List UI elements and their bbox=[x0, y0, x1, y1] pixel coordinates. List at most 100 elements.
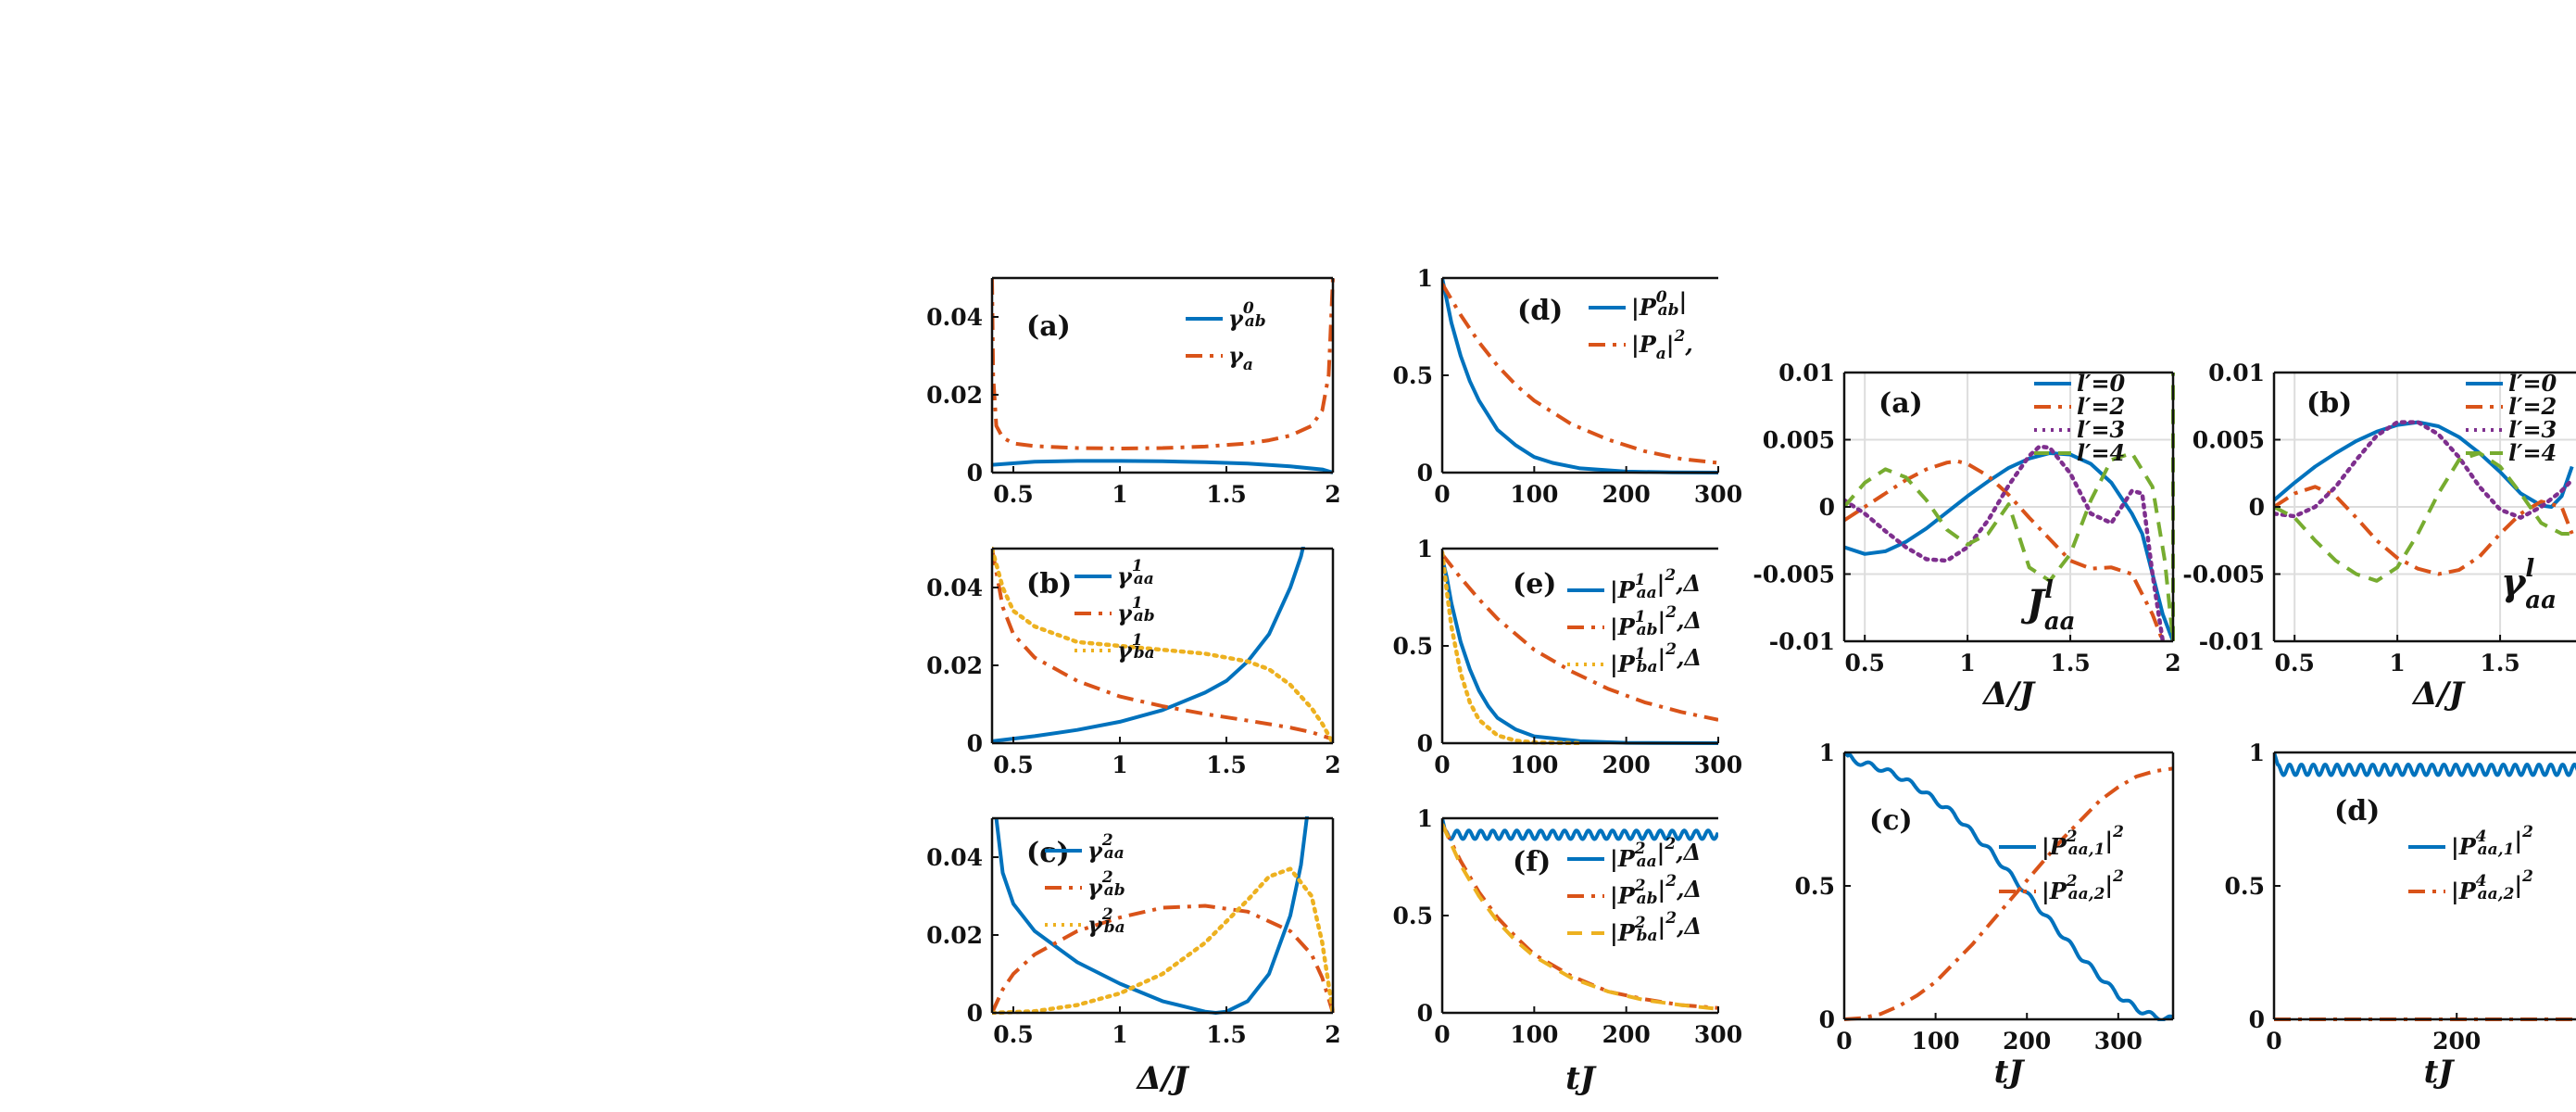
panel-L-b: 0.5 1 1.5 2 0 0.02 0.04 (b) γ1 aa γ1 ab γ1 ba bbox=[926, 547, 1341, 778]
y-tick-label: 0.005 bbox=[2193, 427, 2265, 454]
legend-entry: l′=3 bbox=[2508, 416, 2557, 443]
x-tick-label: 200 bbox=[2003, 1028, 2051, 1055]
series-line-2 bbox=[992, 548, 1334, 741]
x-tick-label: 1 bbox=[1959, 650, 1975, 676]
x-axis-label: Δ/J bbox=[1981, 676, 2036, 713]
panel-label: (a) bbox=[1879, 387, 1923, 420]
x-tick-label: 100 bbox=[1510, 752, 1558, 778]
series-line-1 bbox=[2274, 752, 2576, 777]
legend: l′=0l′=2l′=3l′=4 bbox=[2466, 370, 2557, 466]
series-line-1 bbox=[1442, 558, 1718, 745]
legend: |P2 aa,1|2 |P2 aa,2|2 bbox=[1999, 823, 2124, 904]
x-tick-label: 200 bbox=[1602, 752, 1651, 778]
y-tick-label: 0 bbox=[2249, 1006, 2265, 1033]
x-tick-label: 200 bbox=[2432, 1028, 2481, 1055]
legend-entry: |P0 ab| bbox=[1631, 287, 1687, 321]
x-tick-label: 0.5 bbox=[1844, 650, 1885, 676]
x-axis-label: Δ/J bbox=[2411, 676, 2466, 713]
x-tick-label: 0 bbox=[2266, 1028, 2281, 1055]
legend-entry: γ2 ab bbox=[1087, 868, 1125, 901]
legend-entry: l′=4 bbox=[2077, 439, 2125, 466]
series-line-1 bbox=[992, 459, 1334, 474]
series-line-3 bbox=[992, 547, 1335, 745]
y-tick-label: 0 bbox=[1819, 1006, 1835, 1033]
y-tick-label: 0.5 bbox=[2225, 873, 2266, 900]
y-tick-label: 0.01 bbox=[2208, 360, 2265, 386]
x-tick-label: 0.5 bbox=[993, 752, 1034, 778]
panel-R-b: 0.5 1 1.5-0.01-0.00500.0050.01(b)Δ/Jl′=0l′… bbox=[2182, 360, 2576, 713]
panel-label: (d) bbox=[1517, 295, 1563, 327]
x-tick-label: 0.5 bbox=[993, 1021, 1034, 1048]
panel-L-e: 0 100 200 300 0 0.5 1 (e) |P1 aa|2,Δ|P1 ab|2,Δ|P1 b… bbox=[1393, 536, 1743, 778]
legend-entry: |P2 aa|2,Δ bbox=[1610, 835, 1701, 872]
series-line-4 bbox=[2274, 451, 2572, 583]
x-axis-label: tJ bbox=[2424, 1054, 2456, 1091]
y-tick-label: 0.01 bbox=[1778, 360, 1835, 386]
series-line-3 bbox=[1442, 823, 1718, 1011]
y-tick-label: 1 bbox=[1819, 739, 1835, 766]
legend-entry: l′=2 bbox=[2077, 393, 2125, 420]
panel-R-c: 0 100 200 300 0 0.5 1 (c) tJ |P2 aa,1|2 |P2 aa,2|2 bbox=[1795, 739, 2175, 1091]
legend-entry: l′=4 bbox=[2508, 439, 2557, 466]
y-tick-label: 1 bbox=[1417, 805, 1433, 832]
y-tick-label: -0.01 bbox=[2199, 628, 2265, 655]
y-tick-label: 0.5 bbox=[1795, 873, 1836, 900]
x-tick-label: 200 bbox=[1602, 481, 1651, 508]
y-tick-label: 0 bbox=[967, 460, 983, 486]
y-tick-label: 1 bbox=[1417, 536, 1433, 562]
legend: |P2 aa|2,Δ|P2 ab|2,Δ|P2 ba|2,Δ bbox=[1567, 835, 1702, 946]
legend-entry: |P1 aa|2,Δ bbox=[1610, 566, 1701, 603]
panel-annotation: γl aa bbox=[2501, 555, 2557, 614]
legend-entry: |P1 ab|2,Δ bbox=[1610, 603, 1702, 640]
x-tick-label: 1.5 bbox=[2050, 650, 2091, 676]
series-line-2 bbox=[1442, 283, 1718, 465]
y-tick-label: 1 bbox=[2249, 739, 2265, 766]
series-line-1 bbox=[1844, 751, 2175, 1021]
x-tick-label: 0.5 bbox=[993, 481, 1034, 508]
x-axis-label: Δ/J bbox=[1136, 1060, 1190, 1097]
x-tick-label: 2 bbox=[1325, 752, 1340, 778]
series-line-1 bbox=[1442, 817, 1718, 841]
series-line-4 bbox=[1844, 373, 2175, 643]
y-tick-label: 0.04 bbox=[926, 304, 983, 331]
x-tick-label: 1 bbox=[1112, 1021, 1127, 1048]
y-tick-label: -0.005 bbox=[1753, 562, 1835, 588]
series-line-2 bbox=[1844, 766, 2174, 1021]
y-tick-label: 0 bbox=[967, 730, 983, 757]
legend: |P0 ab| |Pa|2, bbox=[1589, 287, 1693, 363]
x-tick-label: 1.5 bbox=[1206, 1021, 1247, 1048]
y-tick-label: 1 bbox=[1417, 265, 1433, 292]
series-line-1 bbox=[1844, 451, 2175, 642]
x-tick-label: 2 bbox=[1325, 481, 1340, 508]
y-tick-label: 0 bbox=[967, 1000, 983, 1027]
y-tick-label: 0 bbox=[1417, 730, 1433, 757]
legend-entry: γa bbox=[1228, 342, 1253, 374]
y-tick-label: 0.5 bbox=[1393, 362, 1434, 389]
series-line-2 bbox=[992, 904, 1335, 1014]
legend-entry: γ2 ba bbox=[1087, 905, 1125, 938]
panel-label: (b) bbox=[2306, 387, 2352, 420]
legend-entry: γ2 aa bbox=[1087, 831, 1125, 864]
x-axis-label: tJ bbox=[1994, 1054, 2026, 1091]
x-tick-label: 1.5 bbox=[2480, 650, 2520, 676]
x-tick-label: 0 bbox=[1434, 752, 1450, 778]
y-tick-label: 0 bbox=[1417, 1000, 1433, 1027]
legend: |P4 aa,1|2 |P4 aa,2|2 bbox=[2408, 823, 2533, 904]
x-tick-label: 100 bbox=[1912, 1028, 1960, 1055]
panel-L-c: 0.5 1 1.5 2 0 0.02 0.04 (c) Δ/J γ2 aa γ2 ab γ2 ba bbox=[926, 816, 1341, 1097]
series-line-2 bbox=[1844, 459, 2165, 642]
legend-entry: |P2 ab|2,Δ bbox=[1610, 872, 1702, 909]
legend: l′=0l′=2l′=3l′=4 bbox=[2034, 370, 2126, 466]
legend-entry: γ1 ba bbox=[1117, 631, 1155, 663]
legend-entry: |P1 ba|2,Δ bbox=[1610, 640, 1702, 677]
series-line-3 bbox=[2274, 420, 2574, 520]
legend: γ2 aa γ2 ab γ2 ba bbox=[1045, 831, 1125, 938]
x-tick-label: 200 bbox=[1602, 1021, 1651, 1048]
panel-label: (c) bbox=[1026, 837, 1070, 869]
x-tick-label: 1.5 bbox=[1206, 481, 1247, 508]
legend-entry: |P2 ba|2,Δ bbox=[1610, 909, 1702, 946]
panel-label: (e) bbox=[1513, 568, 1556, 600]
legend: |P1 aa|2,Δ|P1 ab|2,Δ|P1 ba|2,Δ bbox=[1567, 566, 1702, 677]
panel-R-d: 0 200 0 0.5 1 (d) tJ |P4 aa,1|2 |P4 aa,2|2 bbox=[2225, 739, 2576, 1091]
x-tick-label: 1.5 bbox=[1206, 752, 1247, 778]
